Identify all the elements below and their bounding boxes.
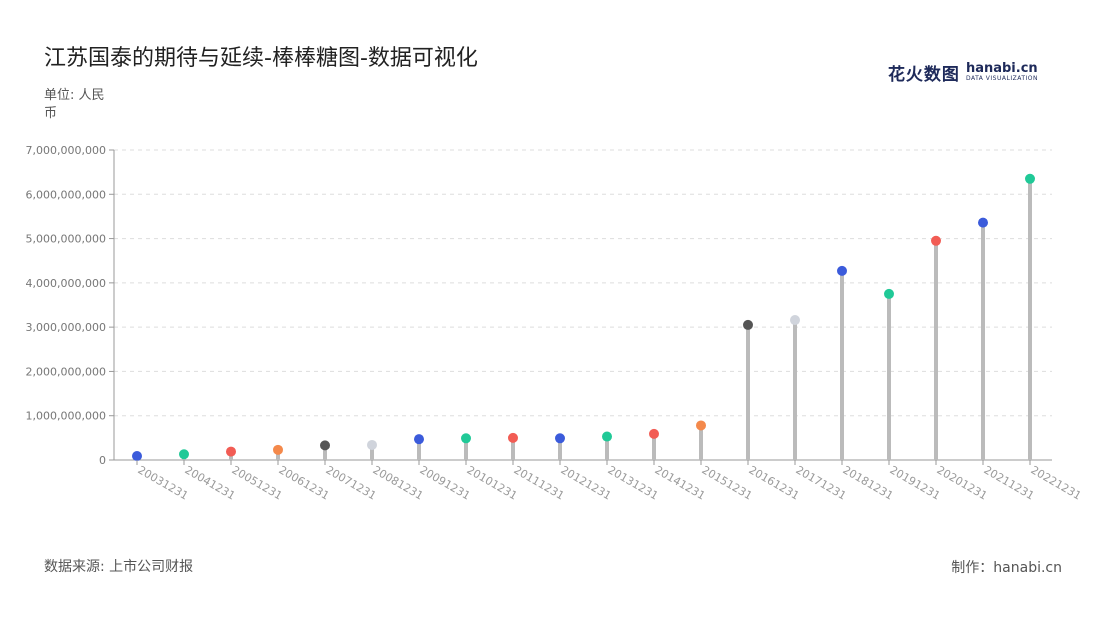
logo-en-text: hanabi.cn [965,61,1038,76]
x-tick-label: 20171231 [794,463,849,502]
x-tick-label: 20091231 [418,463,473,502]
y-tick-label: 2,000,000,000 [26,365,106,378]
x-tick-label: 20031231 [136,463,191,502]
lollipop-dot [555,433,565,444]
y-tick-label: 7,000,000,000 [26,144,106,157]
x-tick-label: 20131231 [606,463,661,502]
lollipop-dot [696,420,706,431]
x-tick-label: 20141231 [653,463,708,502]
x-tick-label: 20071231 [324,463,379,502]
lollipop-dot [320,440,330,451]
lollipop-dot [273,444,283,455]
x-tick-label: 20191231 [888,463,943,502]
y-tick-label: 0 [99,454,106,467]
x-tick-label: 20151231 [700,463,755,502]
y-tick-label: 1,000,000,000 [26,410,106,423]
lollipop-dot [978,217,988,228]
unit-label: 单位: 人民币 [44,88,105,121]
lollipop-dot [367,439,377,450]
lollipop-dot [226,446,236,457]
x-tick-label: 20081231 [371,463,426,502]
lollipop-dot [649,428,659,439]
y-tick-label: 5,000,000,000 [26,233,106,246]
x-tick-label: 20161231 [747,463,802,502]
lollipop-dot [132,451,142,462]
credit-label: 制作：hanabi.cn [951,560,1062,576]
lollipop-dot [1025,173,1035,184]
lollipop-dot [602,431,612,442]
lollipop-dot [461,433,471,444]
y-tick-label: 3,000,000,000 [26,321,106,334]
lollipop-dot [179,449,189,460]
brand-logo: 花火数图 hanabi.cn DATA VISUALIZATION [888,60,1038,85]
lollipop-dot [931,235,941,246]
lollipop-dot [743,319,753,330]
lollipop-dot [884,288,894,299]
lollipop-dot [837,265,847,276]
x-tick-label: 20051231 [230,463,285,502]
logo-sub-text: DATA VISUALIZATION [965,75,1038,82]
lollipop-dot [414,434,424,445]
x-tick-label: 20111231 [512,463,567,502]
y-tick-label: 4,000,000,000 [26,277,106,290]
x-tick-label: 20201231 [935,463,990,502]
lollipop-dot [790,315,800,326]
x-tick-label: 20221231 [1029,463,1084,502]
data-source-label: 数据来源: 上市公司财报 [44,559,194,575]
x-tick-label: 20041231 [183,463,238,502]
page-title: 江苏国泰的期待与延续-棒棒糖图-数据可视化 [44,46,478,71]
x-tick-label: 20061231 [277,463,332,502]
logo-cn-text: 花火数图 [887,65,960,85]
y-tick-label: 6,000,000,000 [26,188,106,201]
lollipop-dot [508,432,518,443]
x-tick-label: 20181231 [841,463,896,502]
x-tick-label: 20121231 [559,463,614,502]
x-tick-label: 20101231 [465,463,520,502]
x-tick-label: 20211231 [982,463,1037,502]
